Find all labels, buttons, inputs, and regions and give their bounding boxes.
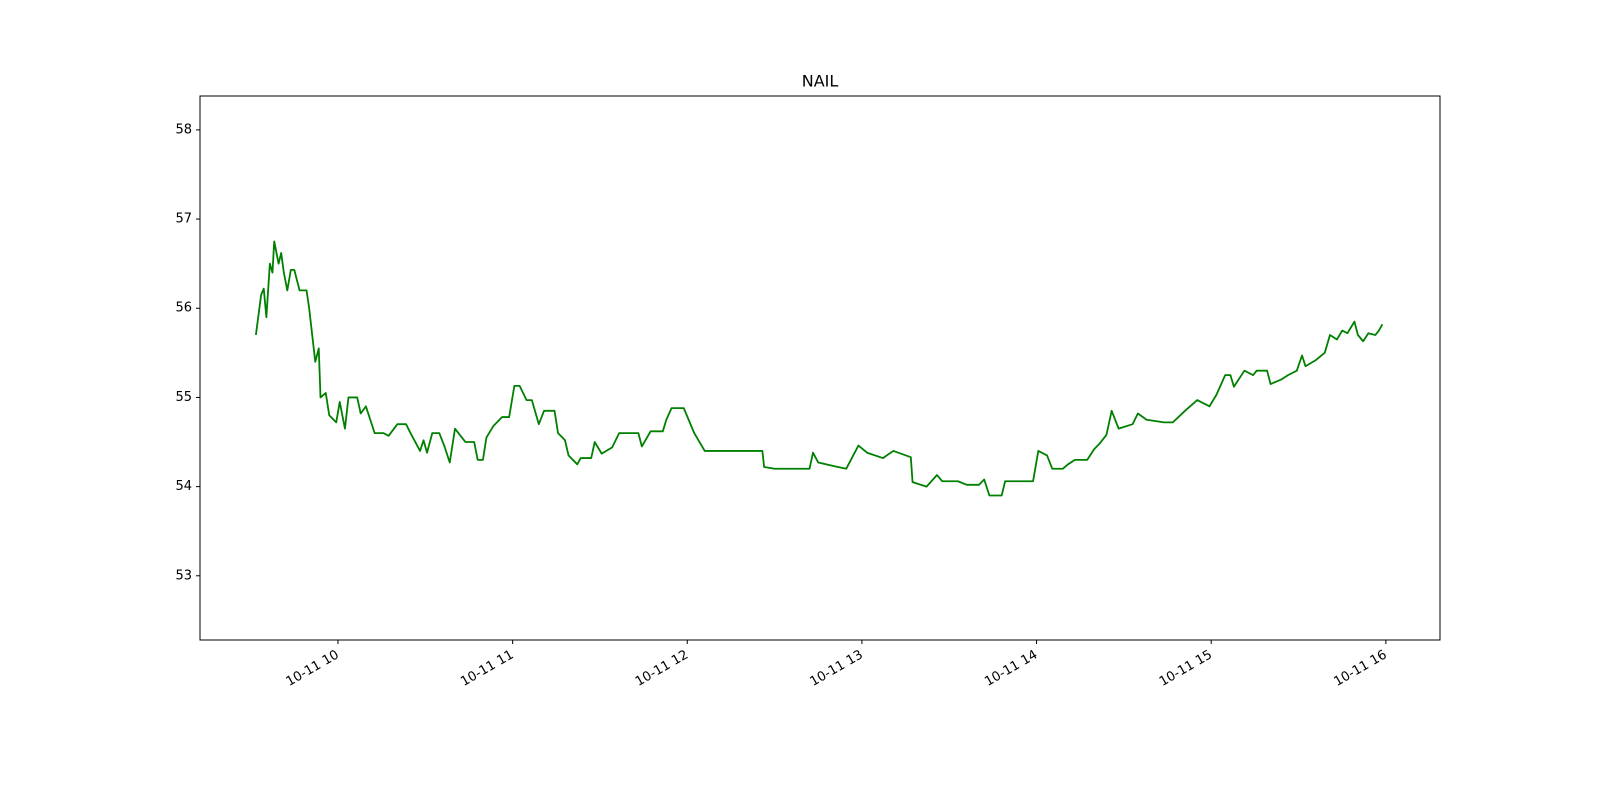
y-tick-label: 55: [175, 390, 192, 405]
y-tick-label: 53: [175, 568, 192, 583]
chart-title: NAIL: [802, 72, 839, 91]
y-tick-label: 57: [175, 212, 192, 227]
y-tick-label: 56: [175, 301, 192, 316]
price-line: [254, 240, 1384, 497]
y-tick-label: 54: [175, 479, 192, 494]
plot-frame: [199, 95, 1441, 641]
y-tick-label: 58: [175, 122, 192, 137]
